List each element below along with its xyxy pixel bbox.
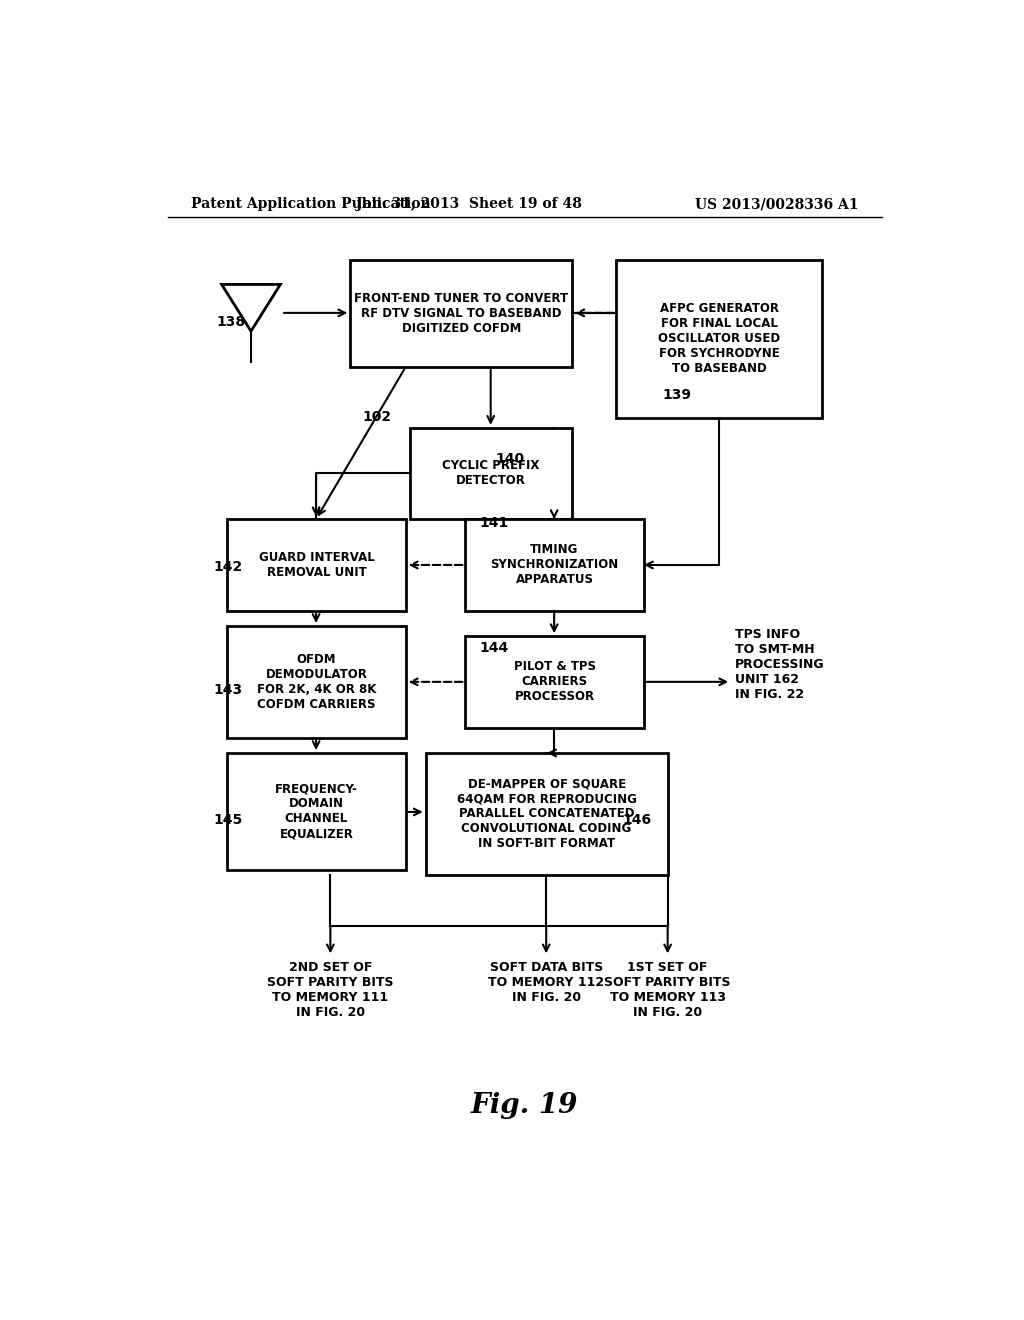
Text: FREQUENCY-
DOMAIN
CHANNEL
EQUALIZER: FREQUENCY- DOMAIN CHANNEL EQUALIZER [275,783,358,841]
Text: TIMING
SYNCHRONIZATION
APPARATUS: TIMING SYNCHRONIZATION APPARATUS [490,544,618,586]
Text: DE-MAPPER OF SQUARE
64QAM FOR REPRODUCING
PARALLEL CONCATENATED
CONVOLUTIONAL CO: DE-MAPPER OF SQUARE 64QAM FOR REPRODUCIN… [457,777,637,850]
Text: CYCLIC PREFIX
DETECTOR: CYCLIC PREFIX DETECTOR [442,459,540,487]
Text: 146: 146 [623,813,651,828]
FancyBboxPatch shape [465,636,644,727]
Text: 145: 145 [214,813,243,828]
Text: GUARD INTERVAL
REMOVAL UNIT: GUARD INTERVAL REMOVAL UNIT [259,550,375,579]
FancyBboxPatch shape [227,626,406,738]
FancyBboxPatch shape [616,260,822,417]
Text: 1ST SET OF
SOFT PARITY BITS
TO MEMORY 113
IN FIG. 20: 1ST SET OF SOFT PARITY BITS TO MEMORY 11… [604,961,731,1019]
Text: Fig. 19: Fig. 19 [471,1092,579,1119]
FancyBboxPatch shape [227,519,406,611]
Text: OFDM
DEMODULATOR
FOR 2K, 4K OR 8K
COFDM CARRIERS: OFDM DEMODULATOR FOR 2K, 4K OR 8K COFDM … [257,653,376,711]
Text: 142: 142 [214,560,243,574]
FancyBboxPatch shape [410,428,572,519]
Text: US 2013/0028336 A1: US 2013/0028336 A1 [694,197,858,211]
Text: 102: 102 [362,409,391,424]
Text: 140: 140 [496,453,524,466]
Text: FRONT-END TUNER TO CONVERT
RF DTV SIGNAL TO BASEBAND
DIGITIZED COFDM: FRONT-END TUNER TO CONVERT RF DTV SIGNAL… [354,292,568,335]
Text: 141: 141 [479,516,509,531]
Text: 139: 139 [663,388,691,403]
Text: 2ND SET OF
SOFT PARITY BITS
TO MEMORY 111
IN FIG. 20: 2ND SET OF SOFT PARITY BITS TO MEMORY 11… [267,961,393,1019]
Text: 138: 138 [217,315,246,329]
Text: 144: 144 [479,642,509,655]
Text: AFPC GENERATOR
FOR FINAL LOCAL
OSCILLATOR USED
FOR SYCHRODYNE
TO BASEBAND: AFPC GENERATOR FOR FINAL LOCAL OSCILLATO… [658,302,780,375]
FancyBboxPatch shape [426,752,668,875]
FancyBboxPatch shape [350,260,572,367]
Text: Jan. 31, 2013  Sheet 19 of 48: Jan. 31, 2013 Sheet 19 of 48 [356,197,583,211]
FancyBboxPatch shape [227,752,406,870]
Text: Patent Application Publication: Patent Application Publication [191,197,431,211]
Text: SOFT DATA BITS
TO MEMORY 112
IN FIG. 20: SOFT DATA BITS TO MEMORY 112 IN FIG. 20 [488,961,604,1005]
FancyBboxPatch shape [465,519,644,611]
Text: PILOT & TPS
CARRIERS
PROCESSOR: PILOT & TPS CARRIERS PROCESSOR [514,660,596,704]
Text: TPS INFO
TO SMT-MH
PROCESSING
UNIT 162
IN FIG. 22: TPS INFO TO SMT-MH PROCESSING UNIT 162 I… [735,628,824,701]
Text: 143: 143 [214,682,243,697]
